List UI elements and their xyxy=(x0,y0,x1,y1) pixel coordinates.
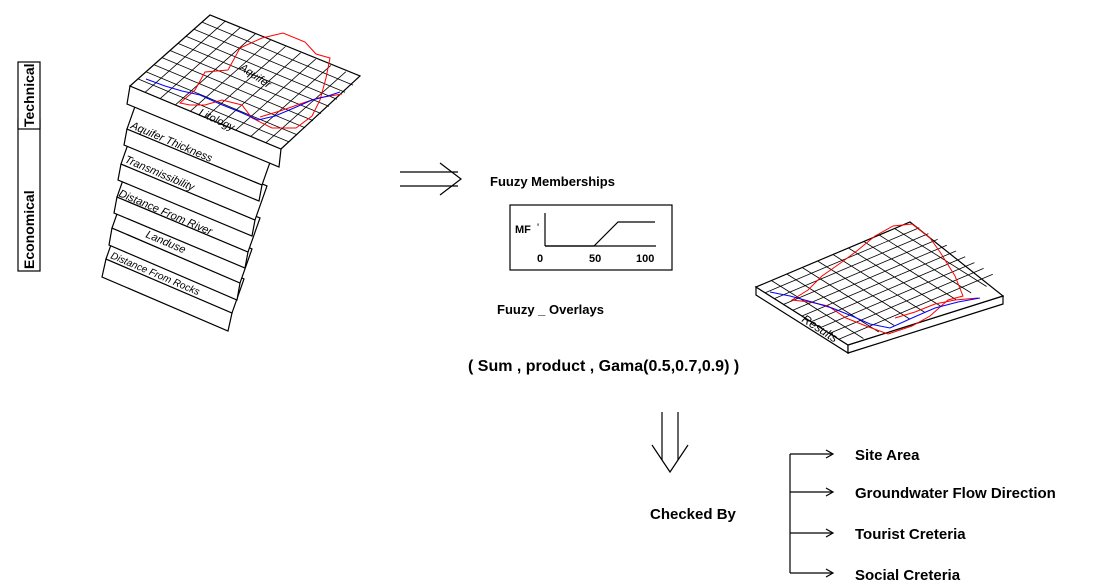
aquifer-grid-line xyxy=(201,21,354,86)
results-grid-line xyxy=(894,228,987,287)
result-layer: Results xyxy=(754,221,1005,355)
mf-curve xyxy=(545,221,655,247)
mf-ylabel-prime: ' xyxy=(537,222,539,234)
check-item-site-area: Site Area xyxy=(855,447,920,464)
checked-by-label: Checked By xyxy=(650,506,737,523)
aquifer-grid-line xyxy=(193,28,346,93)
aquifer-grid-line xyxy=(190,39,271,112)
results-grid-line xyxy=(783,239,938,305)
results-grid-line xyxy=(792,244,947,311)
check-item-groundwater-flow: Groundwater Flow Direction xyxy=(855,485,1056,502)
aquifer-grid-line xyxy=(175,33,256,106)
results-grid-line xyxy=(832,254,926,313)
layer-aquifer-grid: Aquifer Litology xyxy=(128,14,362,150)
overlay-methods: ( Sum , product , Gama(0.5,0.7,0.9) ) xyxy=(468,358,739,375)
layer-stack: Distance From Rocks Landuse Distance Fro… xyxy=(101,14,362,332)
aquifer-grid-line xyxy=(159,27,241,99)
results-grid-line xyxy=(848,247,941,307)
mf-ylabel: MF xyxy=(515,224,531,236)
double-arrow-right xyxy=(400,162,462,196)
mf-xtick-50: 50 xyxy=(589,253,601,265)
economical-label: Economical xyxy=(21,190,37,269)
results-red-river xyxy=(894,297,979,319)
aquifer-grid-line xyxy=(177,43,330,107)
mf-xtick-100: 100 xyxy=(636,253,654,265)
aquifer-blue-river xyxy=(145,78,341,121)
results-grid-line xyxy=(878,234,972,294)
membership-function-box: MF ' 0 50 100 xyxy=(509,204,673,271)
aquifer-grid-line xyxy=(185,35,338,100)
fuzzy-overlays-title: Fuuzy _ Overlays xyxy=(497,302,604,317)
aquifer-grid-line xyxy=(144,21,226,93)
aquifer-grid-lines xyxy=(137,21,354,143)
results-blue-river xyxy=(769,291,981,329)
aquifer-grid-line xyxy=(169,50,322,114)
results-grid-line xyxy=(765,227,920,294)
technical-label-box xyxy=(17,61,41,130)
criteria-group-labels: Technical Economical xyxy=(17,61,41,272)
check-bracket xyxy=(789,449,835,578)
double-arrow-down xyxy=(651,412,689,474)
results-grid-line xyxy=(863,241,957,300)
results-red-curve xyxy=(790,223,964,335)
results-grid-lines xyxy=(765,227,993,340)
check-item-tourist: Tourist Creteria xyxy=(855,526,966,543)
technical-label: Technical xyxy=(21,63,37,127)
mf-xtick-0: 0 xyxy=(537,253,543,265)
check-item-social: Social Creteria xyxy=(855,567,961,584)
results-grid-line xyxy=(774,233,929,299)
aquifer-red-curve xyxy=(178,32,331,129)
fuzzy-memberships-title: Fuuzy Memberships xyxy=(490,174,615,189)
